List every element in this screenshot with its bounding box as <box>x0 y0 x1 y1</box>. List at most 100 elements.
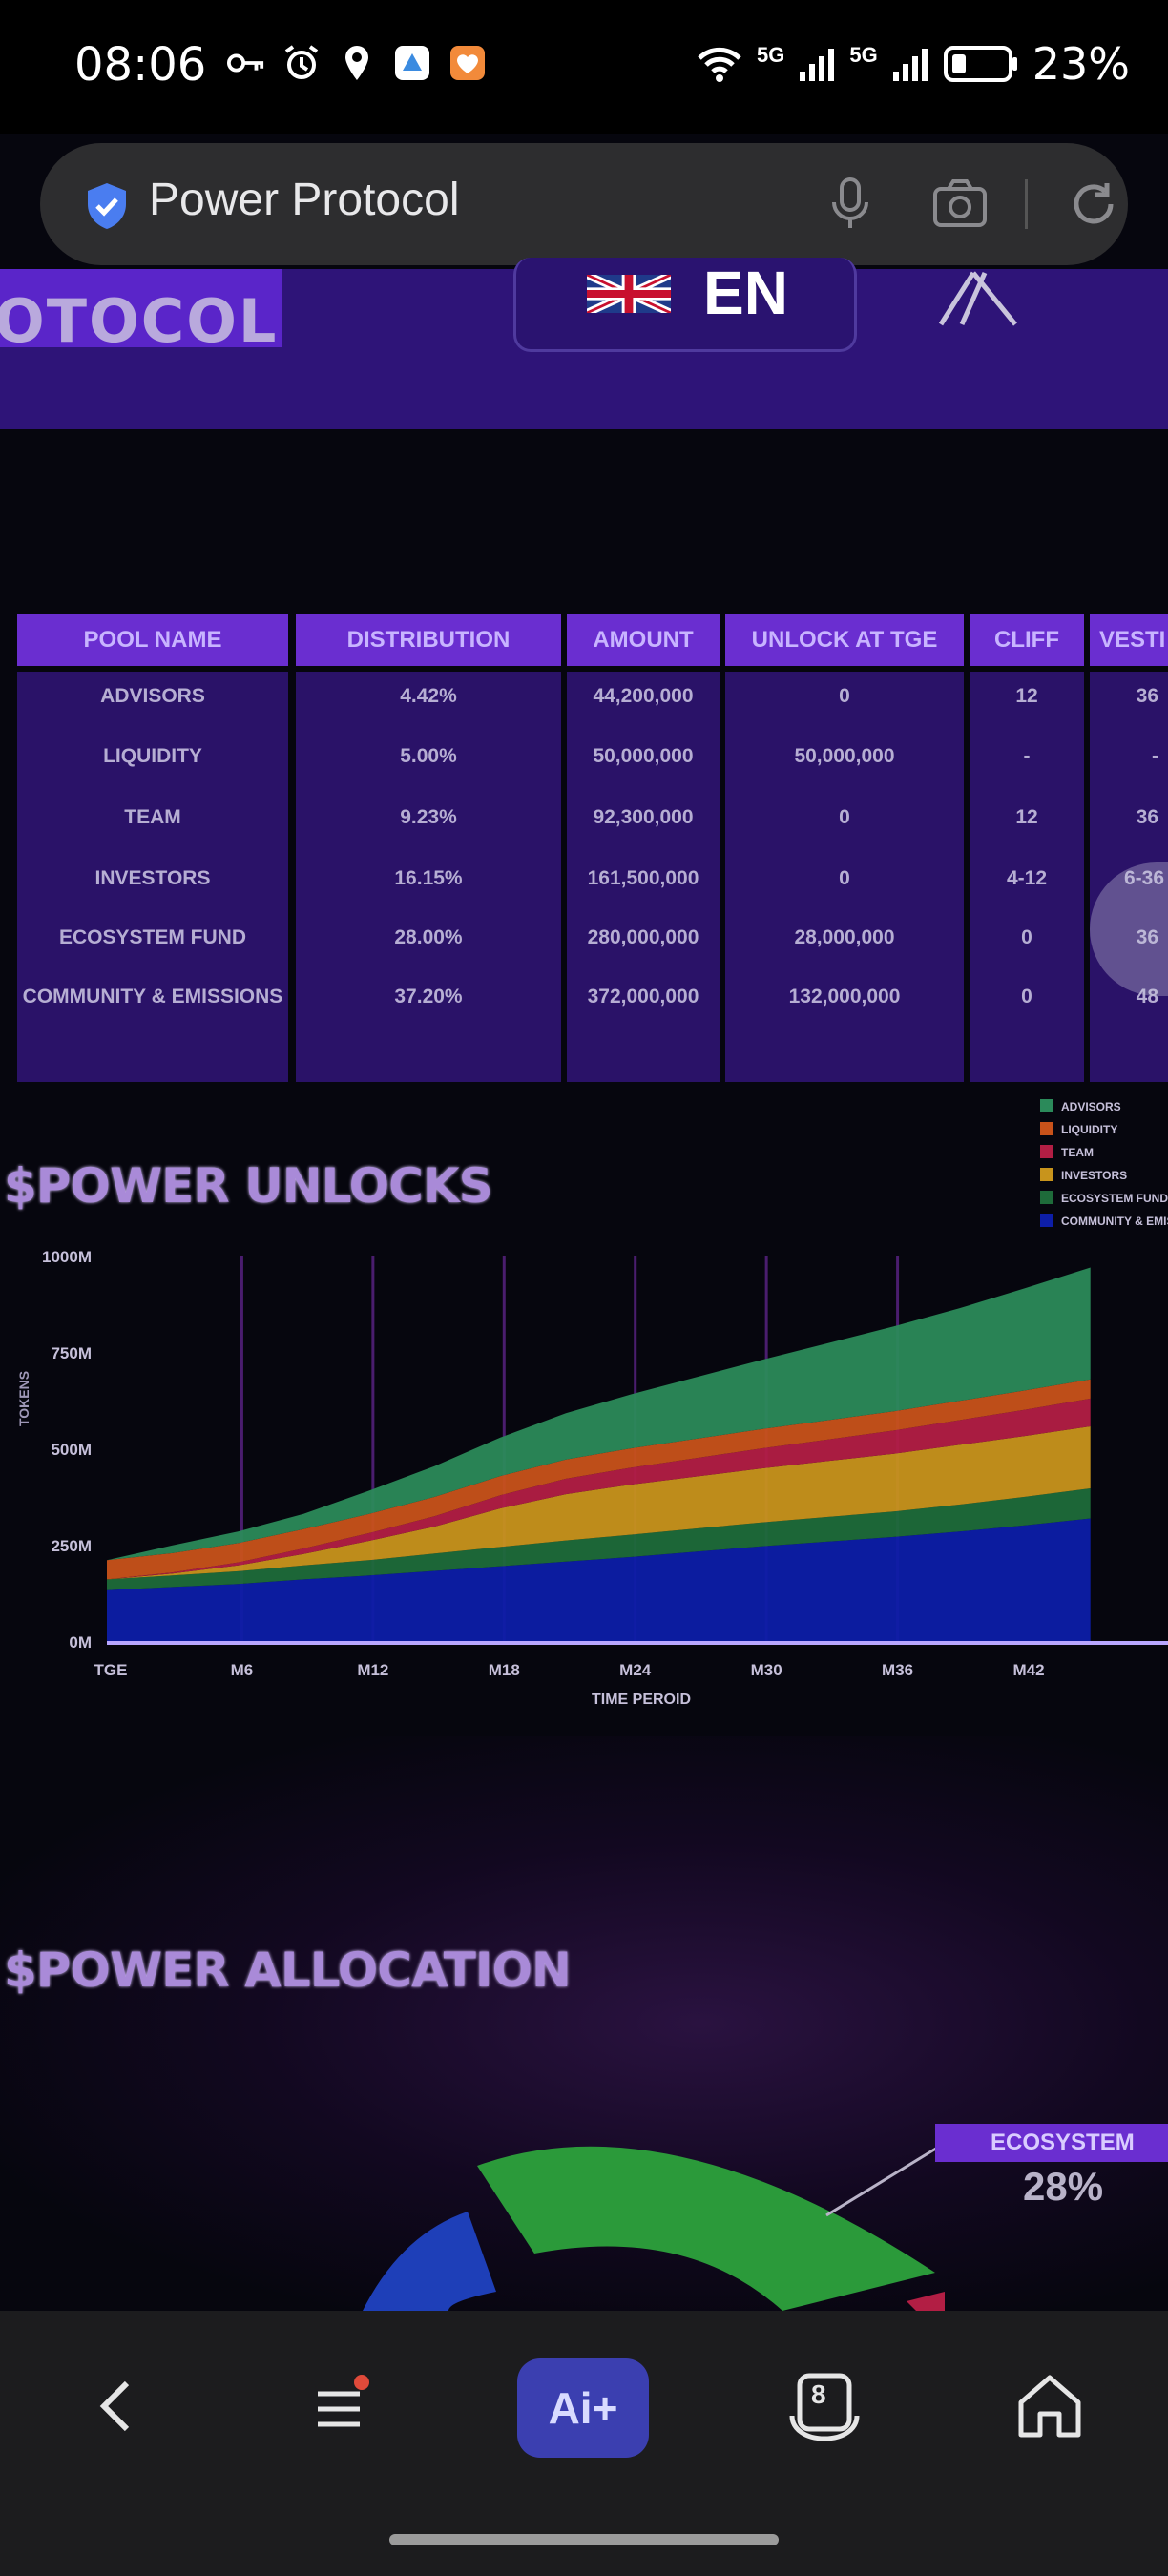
table-cell: 0 <box>839 685 850 707</box>
battery-percent: 23% <box>1032 38 1130 90</box>
area-ecosystem-fund <box>107 1488 1091 1590</box>
network-5g-label: 5G <box>757 43 785 67</box>
home-icon[interactable] <box>1002 2358 1097 2454</box>
ecosystem-callout: ECOSYSTEM <box>935 2124 1168 2162</box>
table-cell: 0 <box>1021 926 1032 948</box>
site-header: OTOCOL EN <box>0 258 1168 429</box>
reload-icon[interactable] <box>1065 176 1122 238</box>
table-cell: 132,000,000 <box>788 986 901 1008</box>
table-cell: 16.15% <box>394 867 463 889</box>
alarm-icon <box>282 44 321 82</box>
menu-icon[interactable] <box>294 2358 389 2454</box>
x-logo-icon[interactable] <box>935 269 1027 331</box>
column-body: 4.42% 5.00% 9.23% 16.15% 28.00% 37.20% <box>296 672 561 1082</box>
legend-swatch <box>1040 1099 1053 1112</box>
table-cell: 12 <box>1015 806 1038 828</box>
table-cell: ADVISORS <box>100 685 205 707</box>
table-cell: 36 <box>1136 806 1158 828</box>
tabs-icon[interactable]: 8 <box>777 2358 872 2454</box>
area-liquidity <box>107 1379 1091 1580</box>
x-tick-label: M36 <box>882 1661 913 1679</box>
table-cell: 44,200,000 <box>593 685 694 707</box>
signal-icon-2 <box>892 49 928 81</box>
location-icon <box>338 44 376 82</box>
table-cell: 6-36 <box>1123 867 1164 889</box>
wifi-icon <box>698 47 741 82</box>
legend-swatch <box>1040 1122 1053 1135</box>
column-body: 12 - 12 4-12 0 0 <box>970 672 1084 1082</box>
table-cell: 0 <box>839 806 850 828</box>
column-distribution: DISTRIBUTION 4.42% 5.00% 9.23% 16.15% 28… <box>296 614 561 1082</box>
column-body: ADVISORS LIQUIDITY TEAM INVESTORS ECOSYS… <box>17 672 288 1082</box>
x-tick-label: M6 <box>231 1661 254 1679</box>
table-cell: 50,000,000 <box>794 745 895 767</box>
column-body: 0 50,000,000 0 0 28,000,000 132,000,000 <box>725 672 964 1082</box>
table-cell: - <box>1023 745 1031 767</box>
allocation-title: $POWER ALLOCATION <box>4 1942 572 1998</box>
column-pool-name: POOL NAME ADVISORS LIQUIDITY TEAM INVEST… <box>17 614 288 1082</box>
column-cliff: CLIFF 12 - 12 4-12 0 0 <box>970 614 1084 1082</box>
language-selector[interactable]: EN <box>513 258 857 352</box>
table-header: DISTRIBUTION <box>296 614 561 666</box>
table-header: POOL NAME <box>17 614 288 666</box>
heart-app-icon <box>448 44 487 82</box>
table-cell: 0 <box>839 867 850 889</box>
table-cell: 280,000,000 <box>587 926 699 948</box>
battery-icon <box>943 46 1017 82</box>
x-tick-label: M18 <box>489 1661 520 1679</box>
table-cell: 12 <box>1015 685 1038 707</box>
back-icon[interactable] <box>69 2358 164 2454</box>
table-cell: 372,000,000 <box>587 986 699 1008</box>
x-axis-label: TIME PEROID <box>592 1692 691 1708</box>
table-cell: LIQUIDITY <box>103 745 202 767</box>
uk-flag-icon <box>587 275 671 313</box>
legend-swatch <box>1040 1214 1053 1227</box>
camera-icon[interactable] <box>931 177 989 236</box>
column-unlock-at-tge: UNLOCK AT TGE 0 50,000,000 0 0 28,000,00… <box>725 614 964 1082</box>
signal-icon <box>800 49 835 81</box>
app-icon <box>393 44 431 82</box>
y-tick-label: 250M <box>51 1537 92 1555</box>
pie-slice-community <box>363 2212 496 2311</box>
unlocks-title: $POWER UNLOCKS <box>4 1158 493 1214</box>
table-cell: 5.00% <box>400 745 457 767</box>
table-cell: 28,000,000 <box>794 926 895 948</box>
home-indicator[interactable] <box>389 2534 779 2545</box>
y-tick-label: 500M <box>51 1441 92 1459</box>
table-cell: 37.20% <box>394 986 463 1008</box>
legend-swatch <box>1040 1145 1053 1158</box>
y-axis-label: TOKENS <box>16 1371 31 1426</box>
table-header: UNLOCK AT TGE <box>725 614 964 666</box>
table-cell: 92,300,000 <box>593 806 694 828</box>
x-tick-label: TGE <box>94 1661 128 1679</box>
site-logo[interactable]: OTOCOL <box>0 269 282 356</box>
legend-label: ADVISORS <box>1061 1100 1121 1113</box>
x-tick-label: M24 <box>619 1661 652 1679</box>
divider <box>1025 179 1028 229</box>
address-bar[interactable]: Power Protocol <box>40 143 1128 265</box>
callout-label: ECOSYSTEM <box>991 2129 1135 2155</box>
table-cell: 28.00% <box>394 926 463 948</box>
key-icon <box>227 44 265 82</box>
y-tick-label: 1000M <box>42 1248 92 1266</box>
unlocks-chart: 0M 250M 500M 750M 1000M TGE M6 M12 M18 M24 M30 M36 M… <box>16 1099 1168 1708</box>
status-bar: 08:06 5G 5G 23% <box>0 0 1168 134</box>
y-tick-label: 750M <box>51 1344 92 1362</box>
browser-bottom-nav: Ai+ 8 <box>0 2311 1168 2576</box>
ai-button[interactable]: Ai+ <box>517 2358 649 2458</box>
table-cell: 9.23% <box>400 806 457 828</box>
x-tick-label: M42 <box>1012 1661 1044 1679</box>
page-title[interactable]: Power Protocol <box>149 175 460 225</box>
allocation-pie-chart <box>363 2145 945 2311</box>
notification-icons <box>227 44 487 82</box>
legend-label: COMMUNITY & EMIS <box>1061 1215 1168 1228</box>
pie-slice-ecosystem <box>477 2146 935 2311</box>
table-cell: 36 <box>1136 685 1158 707</box>
microphone-icon[interactable] <box>826 176 874 238</box>
pie-slice-team <box>907 2292 945 2311</box>
legend-label: LIQUIDITY <box>1061 1123 1117 1136</box>
column-body: 44,200,000 50,000,000 92,300,000 161,500… <box>567 672 720 1082</box>
table-cell: ECOSYSTEM FUND <box>58 926 246 948</box>
area-advisors <box>107 1267 1091 1561</box>
language-code: EN <box>703 259 788 327</box>
